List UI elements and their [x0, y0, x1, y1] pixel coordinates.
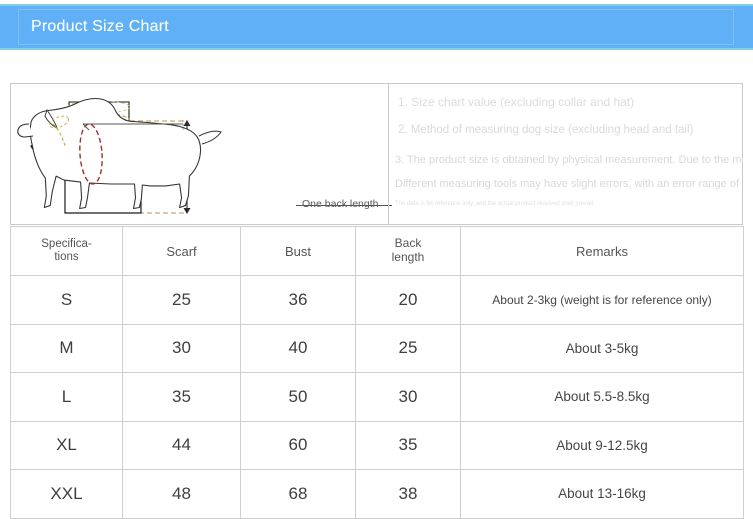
panel-divider — [388, 84, 389, 224]
note-line-1: 1. Size chart value (excluding collar an… — [398, 95, 635, 109]
column-header-remarks: Remarks — [460, 226, 744, 276]
column-header-back-line1: Back — [394, 236, 422, 251]
cell-remarks: About 13-16kg — [460, 469, 744, 519]
page-title: Product Size Chart — [31, 18, 169, 35]
table-row: L 35 50 30 About 5.5-8.5kg — [10, 372, 744, 422]
cell-back: 25 — [355, 323, 461, 373]
column-header-spec: Specifica- tions — [10, 226, 123, 276]
column-header-scarf: Scarf — [122, 226, 241, 276]
cell-bust: 36 — [240, 275, 356, 325]
measurement-info-panel: One back length 1. Size chart value (exc… — [10, 83, 743, 225]
note-line-5: The data is for reference only, and the … — [395, 201, 595, 207]
cell-scarf: 25 — [122, 275, 241, 325]
cell-bust: 68 — [240, 469, 356, 519]
note-line-3: 3. The product size is obtained by physi… — [395, 154, 743, 166]
cell-scarf: 44 — [122, 420, 241, 470]
cell-bust: 50 — [240, 372, 356, 422]
cell-back: 30 — [355, 372, 461, 422]
cell-remarks: About 5.5-8.5kg — [460, 372, 744, 422]
page-header: Product Size Chart — [0, 4, 753, 50]
cell-spec: XXL — [10, 469, 123, 519]
header-inner-frame — [18, 9, 734, 45]
cell-spec: S — [10, 275, 123, 325]
column-header-bust: Bust — [240, 226, 356, 276]
cell-spec: XL — [10, 420, 123, 470]
table-row: XXL 48 68 38 About 13-16kg — [10, 469, 744, 519]
table-header-row: Specifica- tions Scarf Bust Back length … — [10, 226, 744, 276]
cell-scarf: 48 — [122, 469, 241, 519]
dog-back-length-label: One back length — [302, 198, 379, 210]
dog-diagram — [17, 97, 222, 210]
note-line-4: Different measuring tools may have sligh… — [395, 178, 743, 190]
note-line-2: 2. Method of measuring dog size (excludi… — [398, 124, 694, 136]
table-row: S 25 36 20 About 2-3kg (weight is for re… — [10, 275, 744, 325]
notes-area: 1. Size chart value (excluding collar an… — [389, 84, 743, 224]
cell-back: 35 — [355, 420, 461, 470]
table-row: XL 44 60 35 About 9-12.5kg — [10, 420, 744, 470]
diagram-area: One back length — [11, 84, 392, 224]
cell-scarf: 30 — [122, 323, 241, 373]
diagrams-svg — [17, 97, 222, 214]
cell-spec: L — [10, 372, 123, 422]
cell-bust: 40 — [240, 323, 356, 373]
column-header-spec-line2: tions — [54, 251, 79, 263]
cell-scarf: 35 — [122, 372, 241, 422]
cell-back: 20 — [355, 275, 461, 325]
column-header-back-length: Back length — [355, 226, 461, 276]
cell-back: 38 — [355, 469, 461, 519]
back-length-leader-line — [296, 205, 392, 206]
size-chart-table: Specifica- tions Scarf Bust Back length … — [10, 226, 744, 519]
cell-remarks: About 3-5kg — [460, 323, 744, 373]
cell-spec: M — [10, 323, 123, 373]
cell-remarks: About 9-12.5kg — [460, 420, 744, 470]
column-header-back-line2: length — [391, 250, 425, 264]
column-header-spec-line1: Specifica- — [41, 238, 92, 251]
cell-remarks: About 2-3kg (weight is for reference onl… — [460, 275, 744, 325]
table-row: M 30 40 25 About 3-5kg — [10, 323, 744, 373]
cell-bust: 60 — [240, 420, 356, 470]
